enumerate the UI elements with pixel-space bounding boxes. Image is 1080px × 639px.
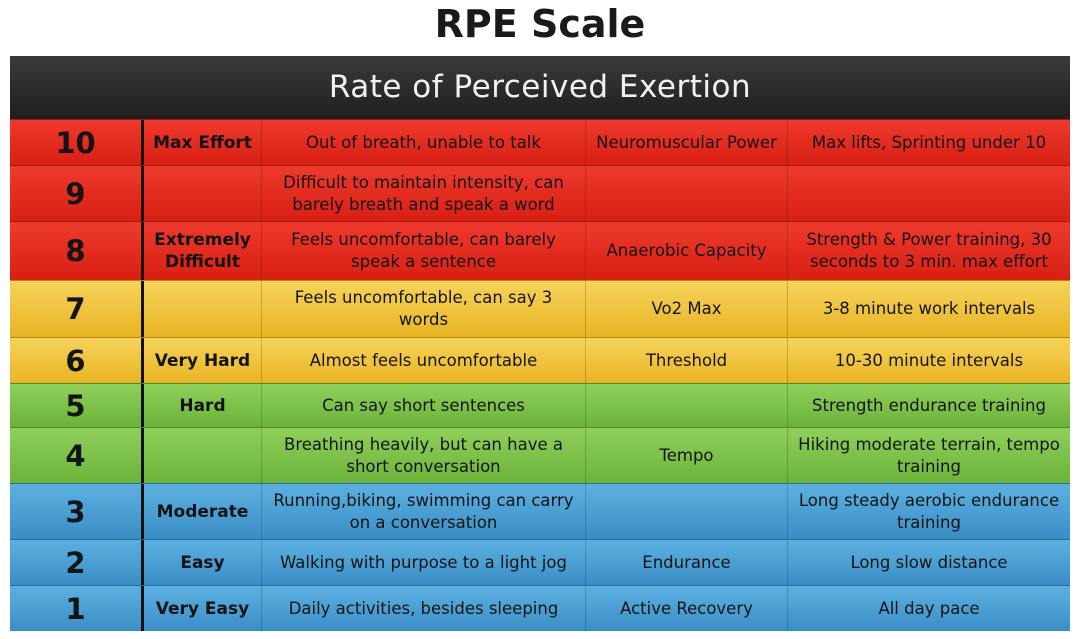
table-row: 6 Very Hard Almost feels uncomfortable T…: [10, 337, 1070, 383]
breathing-description: Feels uncomfortable, can barely speak a …: [262, 222, 586, 280]
rpe-number: 6: [10, 338, 144, 383]
training-zone: [586, 484, 788, 539]
training-zone: Threshold: [586, 338, 788, 383]
breathing-description: Out of breath, unable to talk: [262, 120, 586, 165]
breathing-description: Running,biking, swimming can carry on a …: [262, 484, 586, 539]
table-row: 5 Hard Can say short sentences Strength …: [10, 383, 1070, 427]
intensity-label: [144, 428, 262, 483]
table-row: 3 Moderate Running,biking, swimming can …: [10, 483, 1070, 539]
breathing-description: Almost feels uncomfortable: [262, 338, 586, 383]
breathing-description: Walking with purpose to a light jog: [262, 540, 586, 585]
table-header: Rate of Perceived Exertion: [10, 56, 1070, 119]
intensity-label: Moderate: [144, 484, 262, 539]
training-zone: Endurance: [586, 540, 788, 585]
rpe-number: 9: [10, 166, 144, 221]
training-type: 10-30 minute intervals: [834, 350, 1024, 370]
training-type: Strength endurance training: [812, 395, 1046, 415]
table-row: 4 Breathing heavily, but can have a shor…: [10, 427, 1070, 483]
training-type: Strength & Power training, 30 seconds to…: [806, 230, 1052, 271]
intensity-label: [144, 281, 262, 337]
page-title: RPE Scale: [434, 2, 646, 46]
table-row: 2 Easy Walking with purpose to a light j…: [10, 539, 1070, 585]
table-row: 7 Feels uncomfortable, can say 3 words V…: [10, 280, 1070, 337]
training-type: All day pace: [878, 598, 980, 618]
intensity-label: Hard: [144, 384, 262, 427]
breathing-description: Difficult to maintain intensity, can bar…: [262, 166, 586, 221]
training-zone: Active Recovery: [586, 586, 788, 631]
table-row: 9 Difficult to maintain intensity, can b…: [10, 165, 1070, 221]
rpe-number: 7: [10, 281, 144, 337]
training-zone: Vo2 Max: [586, 281, 788, 337]
training-type: Long steady aerobic endurance training: [798, 490, 1060, 532]
rpe-number: 4: [10, 428, 144, 483]
table-row: 1 Very Easy Daily activities, besides sl…: [10, 585, 1070, 631]
training-zone: Tempo: [586, 428, 788, 483]
training-type: Hiking moderate terrain, tempo training: [798, 434, 1060, 476]
training-type: [788, 166, 1070, 221]
rpe-number: 10: [10, 120, 144, 165]
training-zone: Anaerobic Capacity: [586, 222, 788, 280]
intensity-label: Extremely Difficult: [144, 222, 262, 280]
rpe-number: 2: [10, 540, 144, 585]
training-type: Long slow distance: [850, 552, 1008, 572]
intensity-label: [144, 166, 262, 221]
rpe-number: 3: [10, 484, 144, 539]
breathing-description: Breathing heavily, but can have a short …: [262, 428, 586, 483]
intensity-label: Very Hard: [144, 338, 262, 383]
rpe-number: 1: [10, 586, 144, 631]
rpe-number: 8: [10, 222, 144, 280]
intensity-label: Easy: [144, 540, 262, 585]
table-row: 8 Extremely Difficult Feels uncomfortabl…: [10, 221, 1070, 280]
breathing-description: Daily activities, besides sleeping: [262, 586, 586, 631]
rpe-number: 5: [10, 384, 144, 427]
rpe-table: Rate of Perceived Exertion 10 Max Effort…: [10, 56, 1070, 631]
training-type: Max lifts, Sprinting under 10: [811, 132, 1047, 152]
intensity-label: Very Easy: [144, 586, 262, 631]
training-zone: Neuromuscular Power: [586, 120, 788, 165]
intensity-label: Max Effort: [144, 120, 262, 165]
table-row: 10 Max Effort Out of breath, unable to t…: [10, 119, 1070, 165]
training-zone: [586, 166, 788, 221]
training-zone: [586, 384, 788, 427]
training-type: 3-8 minute work intervals: [822, 299, 1036, 318]
breathing-description: Can say short sentences: [262, 384, 586, 427]
breathing-description: Feels uncomfortable, can say 3 words: [262, 281, 586, 337]
